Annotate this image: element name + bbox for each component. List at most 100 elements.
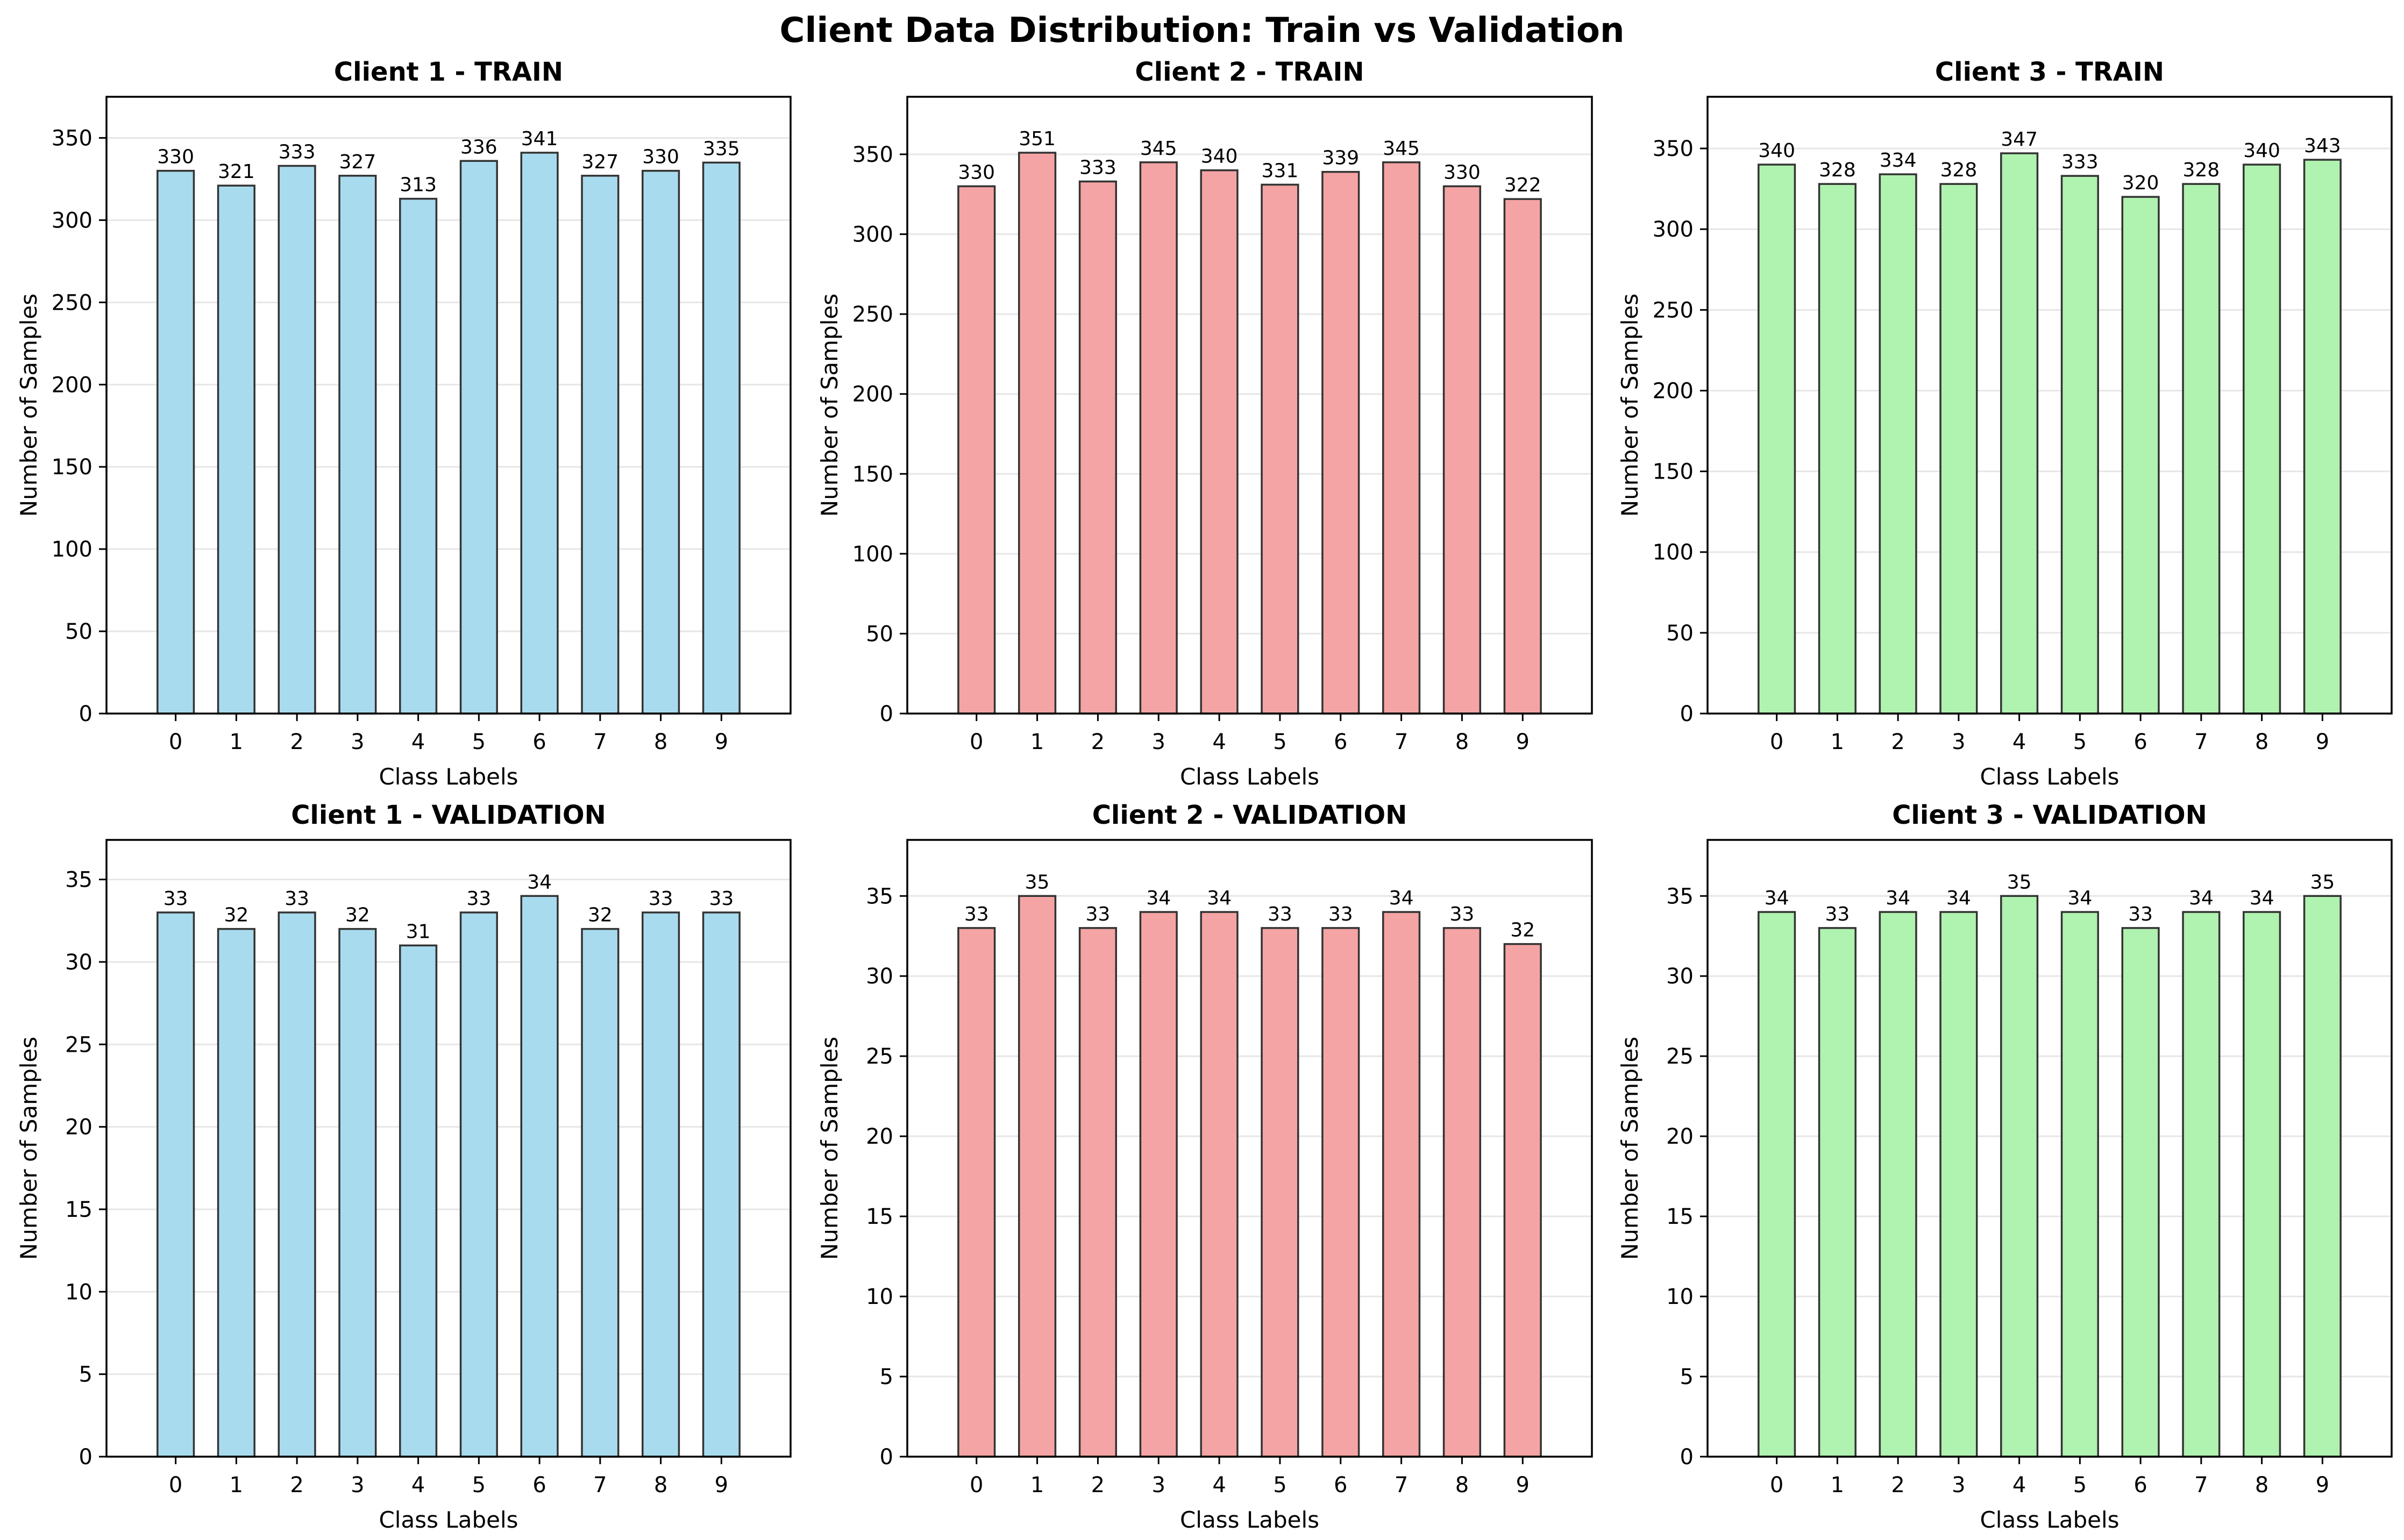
bar [1382, 911, 1421, 1458]
bar-value-label: 34 [1946, 887, 1971, 909]
bar-value-label: 35 [2007, 871, 2032, 893]
bar-value-label: 33 [1268, 903, 1292, 925]
y-tick-label: 300 [52, 208, 93, 233]
x-tick-label: 4 [1212, 1473, 1226, 1498]
bar-value-label: 34 [1146, 887, 1171, 909]
bar [1818, 183, 1857, 715]
y-tick-label: 25 [866, 1044, 893, 1069]
x-tick-label: 9 [715, 1473, 728, 1498]
axes-frame [1706, 96, 2393, 715]
x-tick-label: 1 [1030, 1473, 1044, 1498]
x-tick-label: 8 [2255, 730, 2268, 754]
bar-value-label: 330 [1443, 161, 1481, 183]
y-tick-label: 200 [852, 382, 893, 407]
bar [157, 169, 195, 715]
bar [2060, 175, 2099, 715]
y-axis-label: Number of Samples [16, 294, 42, 517]
x-tick-label: 5 [472, 730, 486, 754]
x-tick-label: 2 [290, 730, 303, 754]
y-tick-label: 20 [65, 1115, 93, 1140]
bar-value-label: 35 [2310, 871, 2335, 893]
x-tick-label: 5 [2073, 1473, 2087, 1498]
y-tick-label: 150 [1653, 460, 1694, 484]
bar [1139, 161, 1178, 715]
bar-value-label: 330 [642, 146, 679, 168]
bar-value-label: 336 [460, 136, 497, 158]
x-tick-label: 9 [2316, 730, 2329, 754]
bar [957, 185, 996, 715]
axes-frame [105, 96, 792, 715]
x-tick-label: 4 [2012, 730, 2026, 754]
axes-frame [1706, 839, 2393, 1458]
x-tick-label: 7 [593, 1473, 607, 1498]
x-tick-label: 7 [1395, 730, 1408, 754]
bar-value-label: 33 [163, 888, 188, 910]
x-tick-label: 7 [593, 730, 607, 754]
subplot-title: Client 3 - VALIDATION [1892, 800, 2207, 830]
x-tick-label: 5 [2073, 730, 2087, 754]
y-tick-label: 250 [1653, 298, 1694, 323]
axes-frame [906, 839, 1593, 1458]
x-tick-label: 3 [1952, 1473, 1965, 1498]
bar [217, 184, 255, 715]
x-axis-label: Class Labels [1980, 764, 2119, 790]
x-tick-label: 9 [1516, 1473, 1530, 1498]
y-tick-label: 5 [1680, 1365, 1694, 1389]
bar [642, 169, 680, 715]
y-tick-label: 100 [52, 537, 93, 562]
y-tick-label: 0 [1680, 702, 1694, 726]
y-tick-label: 0 [79, 702, 93, 726]
y-tick-label: 100 [852, 542, 893, 567]
y-tick-label: 0 [880, 1445, 893, 1470]
bar [1078, 927, 1118, 1458]
x-tick-label: 4 [1212, 730, 1226, 754]
bar-value-label: 34 [2189, 887, 2214, 909]
y-tick-label: 25 [65, 1032, 93, 1057]
x-tick-label: 7 [2194, 1473, 2208, 1498]
x-tick-label: 7 [2194, 730, 2208, 754]
bar-value-label: 313 [400, 174, 437, 196]
bar [1078, 180, 1118, 715]
x-tick-label: 3 [1152, 1473, 1165, 1498]
bar-value-label: 32 [224, 904, 248, 926]
bar [459, 911, 498, 1458]
bar-value-label: 333 [279, 141, 316, 163]
bar-value-label: 33 [1825, 903, 1850, 925]
x-tick-label: 8 [654, 730, 667, 754]
x-tick-label: 6 [532, 1473, 546, 1498]
bar [1818, 927, 1857, 1458]
bar-value-label: 345 [1383, 138, 1420, 160]
bar-value-label: 351 [1019, 128, 1056, 150]
x-axis-label: Class Labels [1180, 764, 1319, 790]
y-tick-label: 200 [1653, 379, 1694, 403]
y-tick-label: 15 [1666, 1204, 1694, 1229]
bar-value-label: 33 [649, 888, 673, 910]
x-tick-label: 1 [1831, 730, 1844, 754]
y-tick-label: 100 [1653, 540, 1694, 565]
bar [2060, 911, 2099, 1458]
y-tick-label: 350 [852, 142, 893, 167]
bar-value-label: 33 [1328, 903, 1353, 925]
bar [1758, 911, 1796, 1458]
y-tick-label: 10 [65, 1280, 93, 1304]
bar [1442, 185, 1482, 715]
y-tick-label: 35 [1666, 884, 1694, 909]
bar-value-label: 34 [1207, 887, 1232, 909]
x-axis-label: Class Labels [379, 1507, 518, 1533]
bar-value-label: 320 [2122, 172, 2159, 194]
bar-value-label: 34 [2250, 887, 2274, 909]
x-tick-label: 9 [2316, 1473, 2329, 1498]
bar [1200, 169, 1239, 715]
subplot-title: Client 1 - TRAIN [334, 57, 563, 87]
bar [1442, 927, 1482, 1458]
x-tick-label: 0 [169, 730, 182, 754]
bar-value-label: 328 [1819, 159, 1856, 181]
bar [2303, 895, 2342, 1458]
bar-value-label: 339 [1322, 147, 1359, 169]
x-tick-label: 2 [1091, 1473, 1105, 1498]
